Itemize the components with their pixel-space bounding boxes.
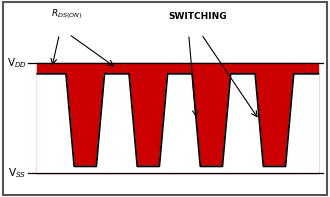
Text: V$_{SS}$: V$_{SS}$	[8, 166, 27, 180]
Text: $R_{DS(ON)}$: $R_{DS(ON)}$	[51, 7, 82, 21]
Text: SWITCHING: SWITCHING	[169, 12, 227, 21]
Polygon shape	[231, 74, 294, 173]
Text: V$_{DD}$: V$_{DD}$	[7, 56, 27, 70]
Polygon shape	[294, 74, 318, 173]
Polygon shape	[105, 74, 168, 173]
Polygon shape	[37, 74, 105, 173]
Polygon shape	[168, 74, 231, 173]
